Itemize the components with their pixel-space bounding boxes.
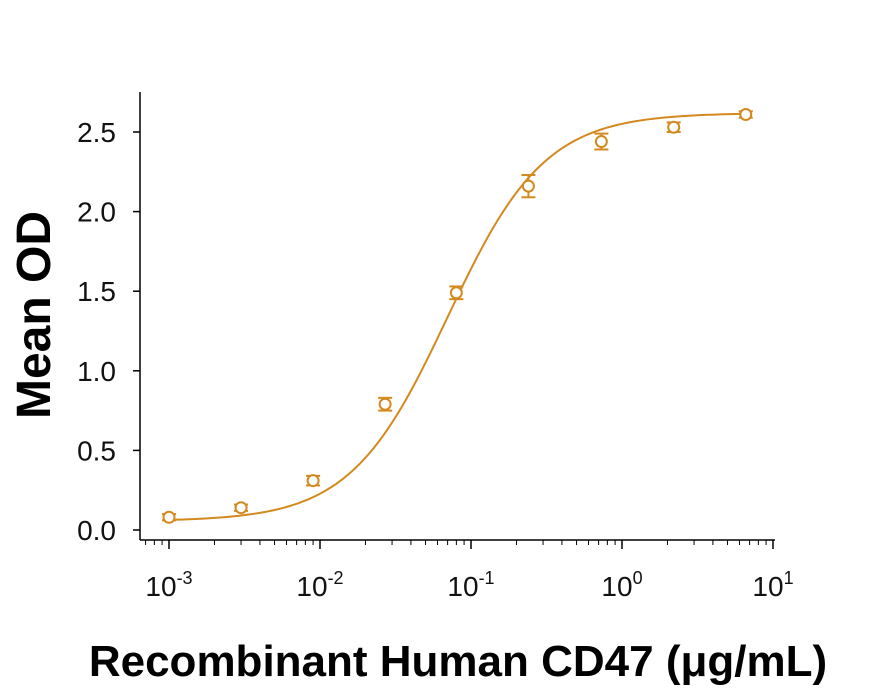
y-axis-title: Mean OD bbox=[8, 211, 61, 419]
y-tick-label: 0.0 bbox=[77, 515, 116, 546]
point-marker bbox=[306, 474, 320, 488]
data-points-layer bbox=[162, 107, 753, 524]
data-point bbox=[449, 285, 464, 301]
axes bbox=[133, 92, 775, 549]
point-marker bbox=[521, 179, 535, 193]
y-tick-label: 1.5 bbox=[77, 276, 116, 307]
data-point bbox=[738, 107, 753, 121]
fit-curve bbox=[168, 112, 746, 521]
point-marker bbox=[378, 397, 392, 411]
y-tick-label: 1.0 bbox=[77, 356, 116, 387]
data-point bbox=[521, 173, 536, 199]
data-point bbox=[234, 501, 249, 515]
y-tick-label: 2.0 bbox=[77, 197, 116, 228]
x-axis-title: Recombinant Human CD47 (μg/mL) bbox=[89, 637, 827, 686]
y-tick-label: 0.5 bbox=[77, 435, 116, 466]
fit-curve-layer bbox=[168, 112, 746, 521]
x-tick-label: 101 bbox=[752, 568, 793, 602]
data-point bbox=[162, 510, 176, 524]
data-point bbox=[378, 396, 393, 412]
x-tick-label: 10-2 bbox=[296, 568, 343, 602]
point-marker bbox=[739, 107, 753, 121]
data-point bbox=[306, 474, 321, 488]
tick-labels-layer: 0.0 0.5 1.0 1.5 2.0 2.5 10-3 10-2 10-1 100 101 bbox=[77, 117, 794, 602]
data-point bbox=[666, 120, 681, 134]
point-marker bbox=[234, 501, 248, 515]
point-marker bbox=[449, 286, 463, 300]
data-point bbox=[594, 132, 609, 151]
point-marker bbox=[162, 510, 176, 524]
point-marker bbox=[667, 120, 681, 134]
y-tick-label: 2.5 bbox=[77, 117, 116, 148]
x-tick-label: 10-3 bbox=[145, 568, 192, 602]
x-tick-label: 100 bbox=[601, 568, 642, 602]
x-tick-label: 10-1 bbox=[447, 568, 494, 602]
point-marker bbox=[594, 135, 608, 149]
